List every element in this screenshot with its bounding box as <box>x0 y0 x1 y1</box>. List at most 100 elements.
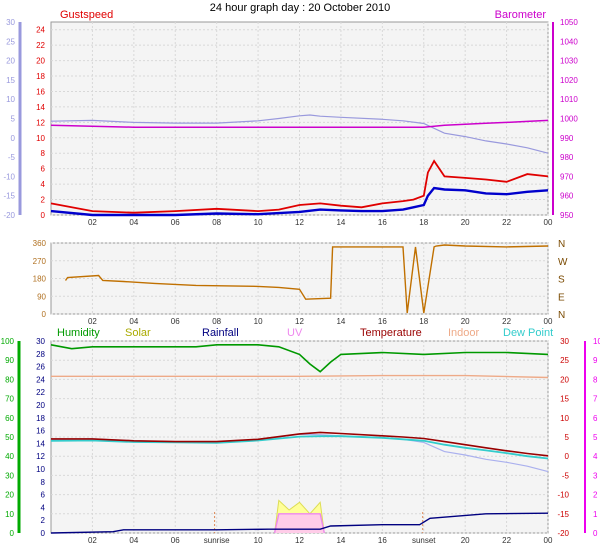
baro-tick: 990 <box>560 134 574 143</box>
rain-tick: 6 <box>41 491 46 500</box>
compass-label: N <box>558 239 565 250</box>
panel2-x-tick: 18 <box>419 317 428 326</box>
compass-label: N <box>558 310 565 321</box>
panel2-x-tick: 04 <box>129 317 138 326</box>
series-dewpoint <box>50 435 549 460</box>
temperature-label: Temperature <box>360 327 422 339</box>
gust-tick: 14 <box>36 103 45 112</box>
panel3-x-tick: sunrise <box>204 536 230 545</box>
left-temp-tick: 0 <box>11 134 16 143</box>
gust-tick: 24 <box>36 26 45 35</box>
series-rainfall <box>50 512 549 534</box>
direction-tick: 90 <box>37 292 46 301</box>
uv-tick: 5 <box>593 433 598 442</box>
rain-tick: 18 <box>36 414 45 423</box>
panel1-x-tick: 10 <box>254 218 263 227</box>
series-windspeed <box>50 186 549 217</box>
panel1-x-tick: 06 <box>171 218 180 227</box>
temp-tick: -20 <box>557 529 569 538</box>
panel2-x-tick: 16 <box>378 317 387 326</box>
uv-tick: 4 <box>593 452 598 461</box>
baro-tick: 1040 <box>560 37 578 46</box>
uv-tick: 9 <box>593 356 598 365</box>
baro-tick: 950 <box>560 211 574 220</box>
temp-tick: 20 <box>560 375 569 384</box>
left-temp-tick: 5 <box>11 115 16 124</box>
panel2-x-tick: 22 <box>502 317 511 326</box>
panel1-x-tick: 02 <box>88 218 97 227</box>
baro-tick: 970 <box>560 172 574 181</box>
humidity-tick: 70 <box>5 395 14 404</box>
temp-tick: 0 <box>565 452 570 461</box>
left-temp-tick: 10 <box>6 95 15 104</box>
panel1-x-tick: 12 <box>295 218 304 227</box>
temp-tick: -5 <box>562 471 570 480</box>
series-outdoor-temp <box>50 114 549 154</box>
baro-tick: 1030 <box>560 57 578 66</box>
gust-tick: 22 <box>36 41 45 50</box>
series-barometer <box>50 119 549 128</box>
temp-tick: 25 <box>560 356 569 365</box>
series-indoor <box>51 374 549 379</box>
solar-label: Solar <box>125 327 151 339</box>
panel2-x-tick: 02 <box>88 317 97 326</box>
panel1-x-tick: 20 <box>461 218 470 227</box>
rain-tick: 4 <box>41 503 46 512</box>
panel3-x-tick: 06 <box>171 536 180 545</box>
temp-tick: -15 <box>557 510 569 519</box>
gust-tick: 18 <box>36 72 45 81</box>
baro-label: Barometer <box>495 9 547 21</box>
baro-tick: 1000 <box>560 115 578 124</box>
baro-tick: 980 <box>560 153 574 162</box>
panel3-x-tick: sunset <box>412 536 436 545</box>
panel1-x-tick: 16 <box>378 218 387 227</box>
series-uv <box>273 513 325 534</box>
humidity-tick: 0 <box>10 529 15 538</box>
temp-tick: 30 <box>560 337 569 346</box>
gust-tick: 2 <box>41 196 46 205</box>
temp-tick: -10 <box>557 491 569 500</box>
direction-tick: 180 <box>33 275 47 284</box>
baro-tick: 1010 <box>560 95 578 104</box>
baro-tick: 960 <box>560 192 574 201</box>
panel1-x-tick: 22 <box>502 218 511 227</box>
rain-tick: 16 <box>36 427 45 436</box>
panel1-x-tick: 18 <box>419 218 428 227</box>
panel3-x-tick: 00 <box>544 536 553 545</box>
humidity-tick: 60 <box>5 414 14 423</box>
left-temp-tick: -5 <box>8 153 16 162</box>
rain-tick: 20 <box>36 401 45 410</box>
panel3-x-tick: 02 <box>88 536 97 545</box>
rain-tick: 2 <box>41 516 46 525</box>
series-wind-direction <box>64 244 549 314</box>
panel1-x-tick: 08 <box>212 218 221 227</box>
uv-tick: 6 <box>593 414 598 423</box>
direction-tick: 360 <box>33 239 47 248</box>
rain-tick: 14 <box>36 439 45 448</box>
series-humidity <box>50 344 549 373</box>
humidity-tick: 20 <box>5 491 14 500</box>
humidity-tick: 40 <box>5 452 14 461</box>
gust-tick: 12 <box>36 118 45 127</box>
compass-label: E <box>558 292 565 303</box>
gust-tick: 0 <box>41 211 46 220</box>
humidity-tick: 90 <box>5 356 14 365</box>
temp-tick: 5 <box>565 433 570 442</box>
gust-tick: 16 <box>36 87 45 96</box>
compass-label: W <box>558 257 568 268</box>
humidity-tick: 80 <box>5 375 14 384</box>
uv-tick: 1 <box>593 510 598 519</box>
rain-tick: 24 <box>36 375 45 384</box>
uv-tick: 8 <box>593 375 598 384</box>
series-temperature <box>51 431 549 457</box>
rain-tick: 8 <box>41 478 46 487</box>
humidity-label: Humidity <box>57 327 100 339</box>
rain-tick: 10 <box>36 465 45 474</box>
panel3-x-tick: 10 <box>254 536 263 545</box>
panel2-x-tick: 20 <box>461 317 470 326</box>
panel3-x-tick: 22 <box>502 536 511 545</box>
temp-tick: 15 <box>560 395 569 404</box>
humidity-tick: 100 <box>1 337 15 346</box>
baro-tick: 1050 <box>560 18 578 27</box>
